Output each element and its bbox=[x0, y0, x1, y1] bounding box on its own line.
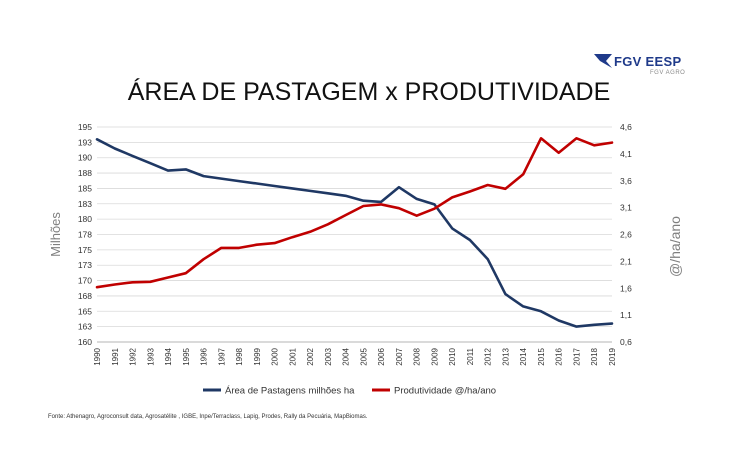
y-tick-label: 193 bbox=[78, 137, 92, 147]
x-tick-label: 2003 bbox=[324, 347, 333, 365]
y2-tick-label: 2,6 bbox=[620, 230, 632, 240]
legend-item-produtividade-label: Produtividade @/ha/ano bbox=[394, 386, 496, 397]
x-tick-label: 1991 bbox=[111, 347, 120, 365]
x-tick-label: 2001 bbox=[288, 347, 297, 365]
x-tick-label: 2012 bbox=[484, 347, 493, 365]
x-tick-label: 2015 bbox=[537, 347, 546, 365]
y-tick-label: 195 bbox=[78, 122, 92, 132]
y-tick-label: 175 bbox=[78, 245, 92, 255]
y-tick-label: 173 bbox=[78, 260, 92, 270]
x-tick-label: 2007 bbox=[395, 347, 404, 365]
x-tick-label: 1990 bbox=[93, 347, 102, 365]
y-tick-label: 170 bbox=[78, 276, 92, 286]
x-tick-label: 2019 bbox=[608, 347, 617, 365]
y-tick-label: 165 bbox=[78, 306, 92, 316]
y2-tick-label: 4,1 bbox=[620, 149, 632, 159]
x-tick-label: 2004 bbox=[342, 347, 351, 365]
y-tick-label: 163 bbox=[78, 322, 92, 332]
y-tick-label: 180 bbox=[78, 214, 92, 224]
source-note: Fonte: Athenagro, Agroconsult data, Agro… bbox=[48, 414, 368, 420]
x-tick-label: 2005 bbox=[359, 347, 368, 365]
x-tick-label: 1997 bbox=[217, 347, 226, 365]
y-tick-label: 178 bbox=[78, 230, 92, 240]
x-tick-label: 2008 bbox=[413, 347, 422, 365]
produtividade-series-line bbox=[95, 137, 614, 289]
area-series-line bbox=[95, 138, 614, 328]
legend-item-area-label: Área de Pastagens milhões ha bbox=[225, 386, 355, 397]
y-tick-label: 183 bbox=[78, 199, 92, 209]
fgv-logo-icon bbox=[594, 54, 612, 68]
y-tick-label: 160 bbox=[78, 337, 92, 347]
y2-tick-label: 1,6 bbox=[620, 283, 632, 293]
x-tick-label: 1996 bbox=[200, 347, 209, 365]
fgv-eesp-logo: FGV EESP FGV AGRO bbox=[594, 54, 704, 84]
x-tick-label: 2006 bbox=[377, 347, 386, 365]
y-tick-label: 188 bbox=[78, 168, 92, 178]
x-tick-label: 1992 bbox=[129, 347, 138, 365]
y2-tick-label: 2,1 bbox=[620, 256, 632, 266]
y-axis-title: Milhões bbox=[48, 212, 63, 257]
y2-tick-label: 0,6 bbox=[620, 337, 632, 347]
x-tick-label: 2013 bbox=[501, 347, 510, 365]
x-tick-label: 2016 bbox=[555, 347, 564, 365]
chart-title: ÁREA DE PASTAGEM x PRODUTIVIDADE bbox=[127, 78, 611, 106]
y2-axis-title: @/ha/ano bbox=[667, 216, 683, 277]
x-tick-label: 1993 bbox=[146, 347, 155, 365]
y2-tick-label: 3,1 bbox=[620, 203, 632, 213]
x-tick-label: 1998 bbox=[235, 347, 244, 365]
x-tick-label: 2000 bbox=[271, 347, 280, 365]
x-tick-label: 1994 bbox=[164, 347, 173, 365]
y2-tick-label: 1,1 bbox=[620, 310, 632, 320]
y-tick-label: 190 bbox=[78, 153, 92, 163]
x-tick-label: 2011 bbox=[466, 347, 475, 365]
x-tick-label: 2014 bbox=[519, 347, 528, 365]
x-tick-label: 2018 bbox=[590, 347, 599, 365]
x-tick-label: 2010 bbox=[448, 347, 457, 365]
x-tick-label: 1999 bbox=[253, 347, 262, 365]
x-tick-label: 2017 bbox=[572, 347, 581, 365]
y-tick-label: 185 bbox=[78, 183, 92, 193]
y-tick-label: 168 bbox=[78, 291, 92, 301]
y2-tick-label: 4,6 bbox=[620, 122, 632, 132]
x-tick-label: 1995 bbox=[182, 347, 191, 365]
x-tick-label: 2009 bbox=[430, 347, 439, 365]
x-tick-label: 2002 bbox=[306, 347, 315, 365]
logo-subtext: FGV AGRO bbox=[650, 70, 686, 76]
y2-tick-label: 3,6 bbox=[620, 176, 632, 186]
logo-text: FGV EESP bbox=[614, 54, 682, 69]
